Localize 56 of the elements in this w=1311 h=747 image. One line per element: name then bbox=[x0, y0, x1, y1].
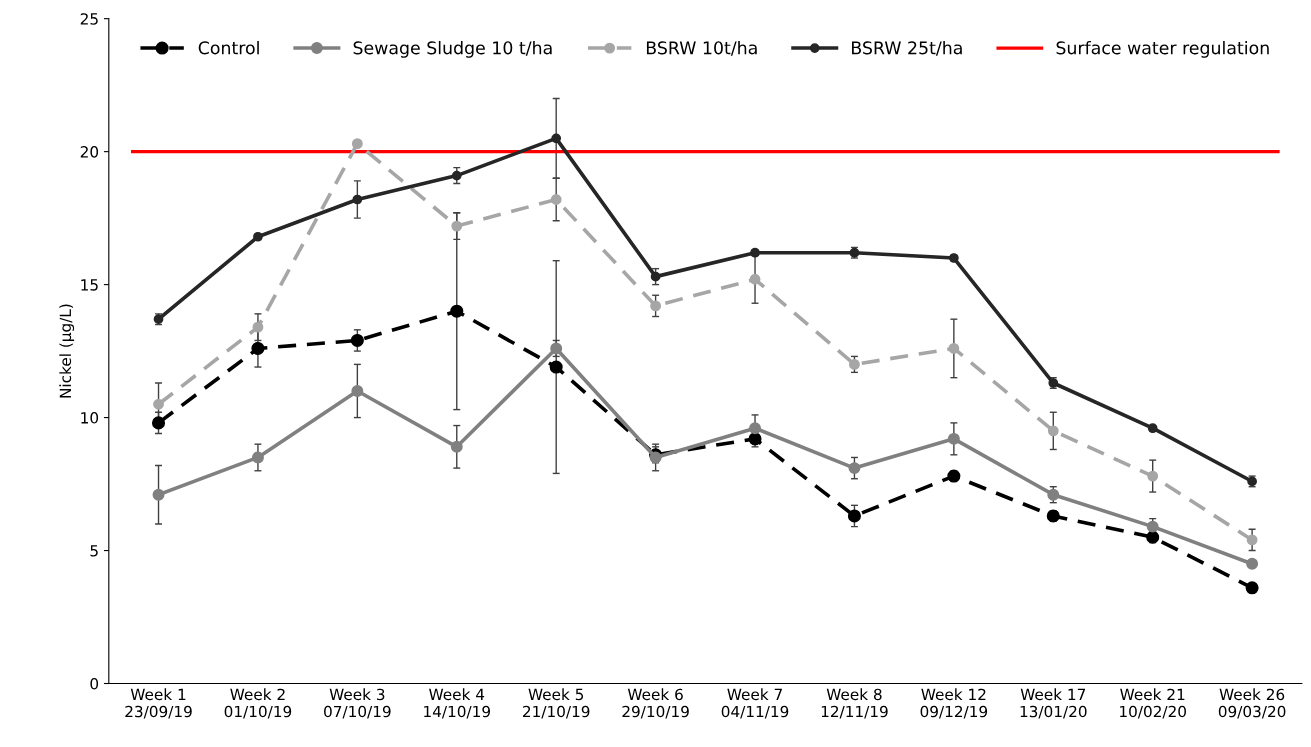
point bbox=[650, 300, 662, 312]
y-tick-label: 10 bbox=[81, 412, 99, 424]
point bbox=[551, 133, 562, 144]
point bbox=[351, 385, 364, 397]
x-tick-label: Week 26 09/03/20 bbox=[1218, 688, 1286, 719]
point bbox=[1047, 425, 1059, 437]
legend-label: BSRW 25t/ha bbox=[852, 40, 962, 56]
point bbox=[450, 304, 464, 318]
x-tick-label: Week 2 01/10/19 bbox=[224, 688, 292, 719]
y-axis-title: Nickel (µg/L) bbox=[59, 304, 75, 398]
point bbox=[352, 194, 363, 205]
legend-label: Control bbox=[198, 40, 259, 55]
point bbox=[749, 273, 761, 285]
point bbox=[451, 170, 462, 181]
point bbox=[153, 398, 164, 410]
point bbox=[1246, 534, 1258, 546]
point bbox=[351, 138, 363, 150]
x-tick-label: Week 12 09/12/19 bbox=[920, 688, 988, 719]
point bbox=[450, 440, 463, 453]
x-tick-label: Week 3 07/10/19 bbox=[324, 688, 391, 719]
x-tick-label: Week 1 23/09/19 bbox=[125, 688, 192, 719]
point bbox=[749, 422, 761, 435]
x-tick-label: Week 5 21/10/19 bbox=[523, 688, 590, 719]
legend-label: BSRW 10t/ha bbox=[646, 40, 757, 56]
point bbox=[549, 360, 563, 374]
point bbox=[251, 341, 265, 355]
point bbox=[550, 342, 563, 355]
legend-label: Surface water regulation bbox=[1056, 40, 1269, 58]
point bbox=[948, 343, 960, 354]
y-tick-label: 25 bbox=[80, 13, 98, 25]
legend-label: Sewage Sludge 10 t/ha bbox=[353, 40, 552, 58]
point bbox=[650, 271, 661, 282]
y-tick-label: 20 bbox=[80, 146, 99, 158]
x-tick-label: Week 4 14/10/19 bbox=[424, 688, 491, 719]
point bbox=[1147, 470, 1159, 482]
x-tick-label: Week 8 12/11/19 bbox=[821, 688, 888, 719]
point bbox=[251, 451, 264, 464]
x-tick-label: Week 7 04/11/19 bbox=[721, 688, 789, 719]
x-tick-label: Week 17 13/01/20 bbox=[1020, 688, 1087, 719]
point bbox=[151, 416, 166, 430]
x-tick-label: Week 6 29/10/19 bbox=[622, 688, 689, 719]
point bbox=[152, 488, 165, 501]
y-tick-label: 15 bbox=[81, 279, 98, 291]
point bbox=[848, 462, 861, 475]
point bbox=[849, 358, 860, 370]
point bbox=[350, 333, 364, 347]
y-tick-label: 0 bbox=[90, 677, 99, 690]
y-tick-label: 5 bbox=[90, 545, 98, 557]
point bbox=[1246, 557, 1259, 570]
point bbox=[451, 220, 463, 232]
x-tick-label: Week 21 10/02/20 bbox=[1120, 688, 1186, 719]
point bbox=[550, 194, 562, 205]
point bbox=[847, 509, 861, 523]
point bbox=[252, 321, 264, 333]
point bbox=[1245, 581, 1259, 595]
point bbox=[947, 432, 960, 445]
